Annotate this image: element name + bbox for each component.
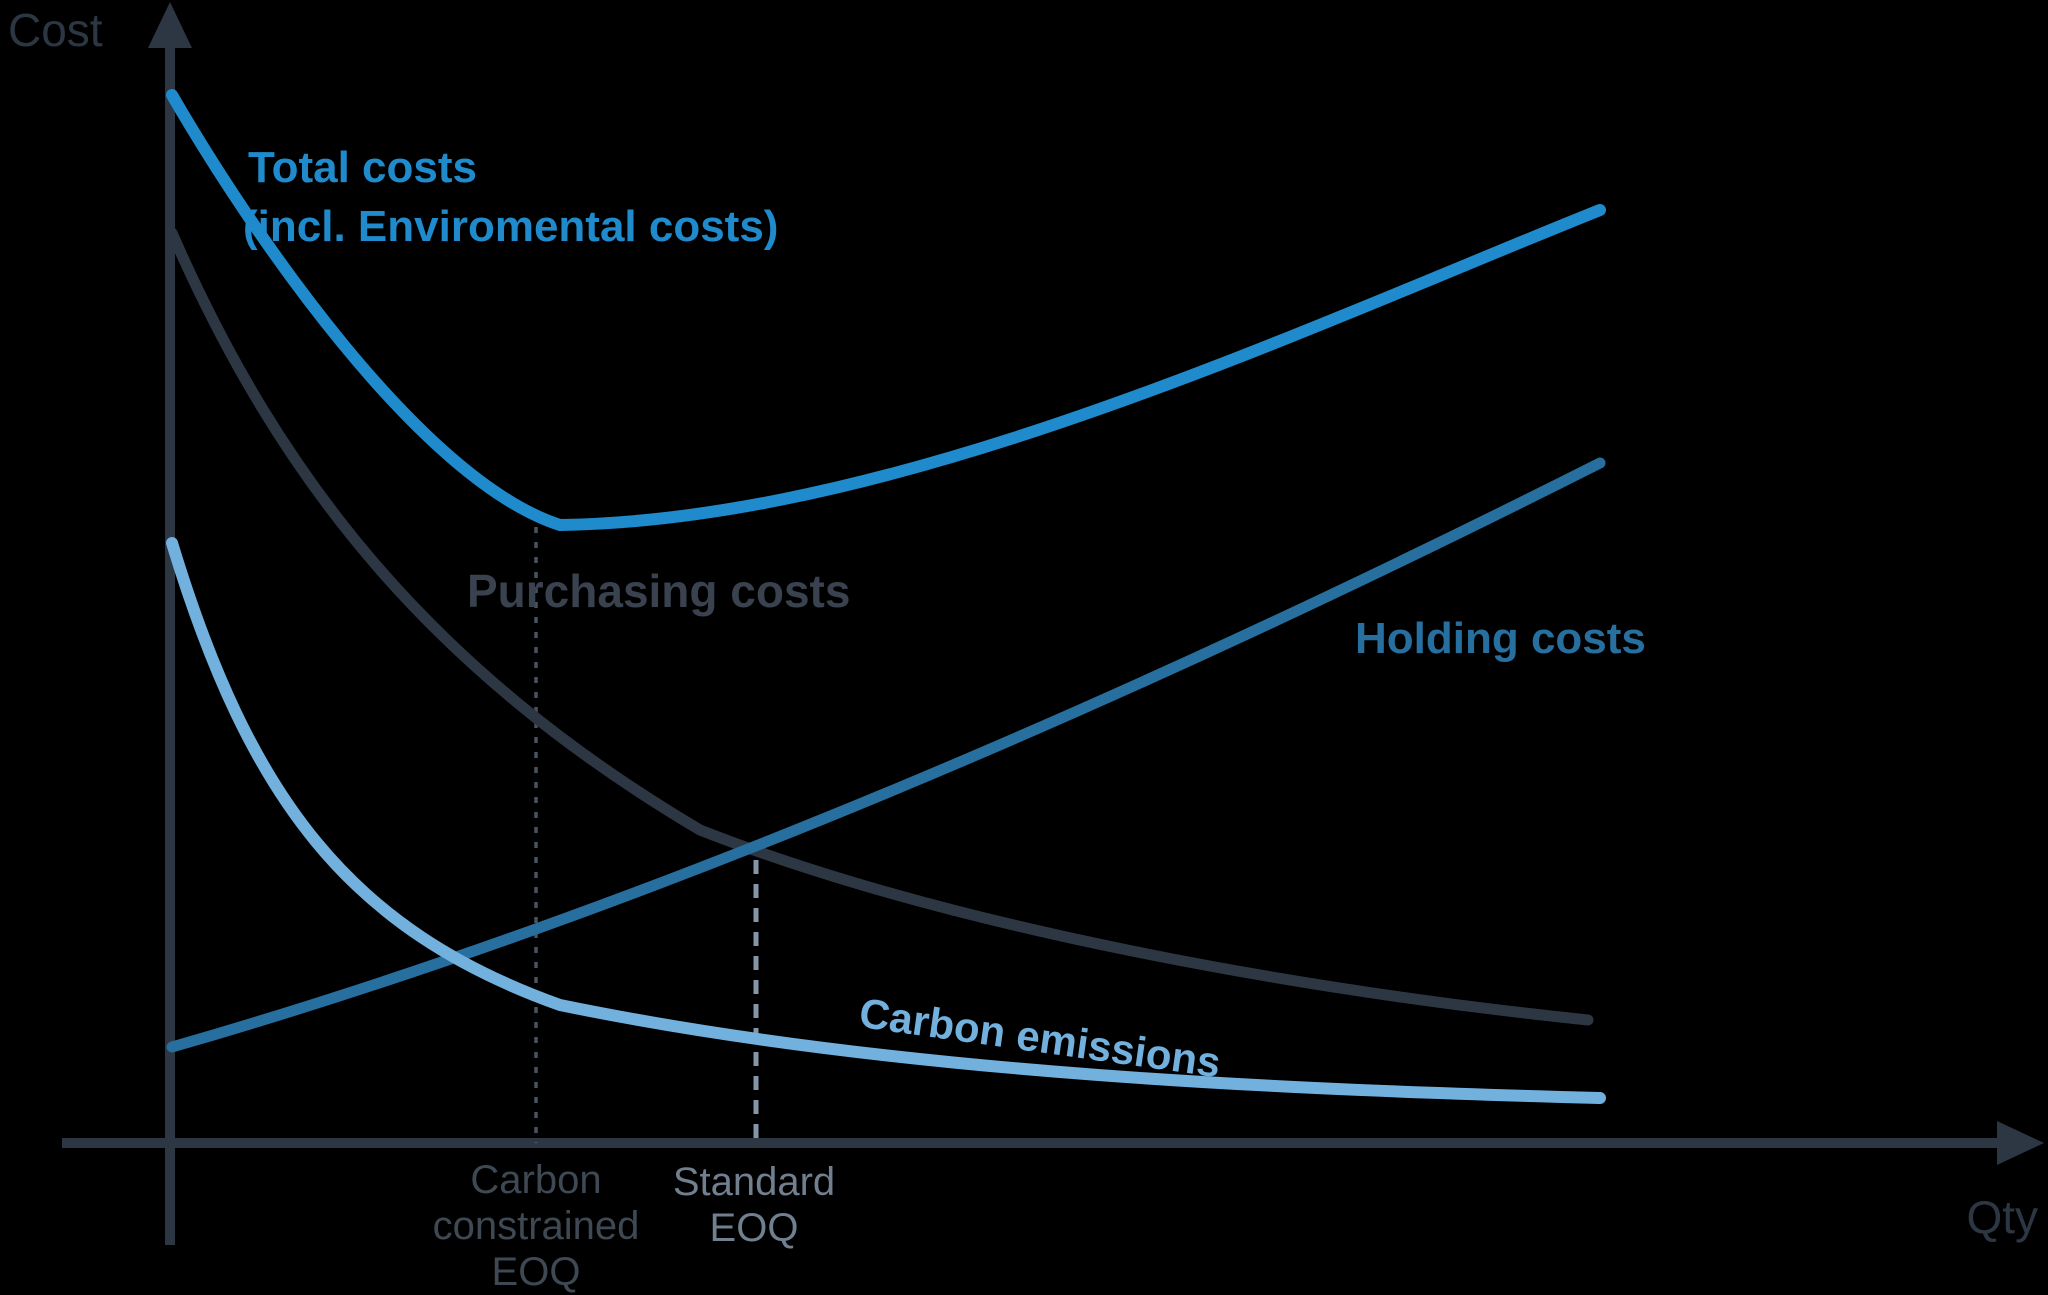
carbon-constrained-eoq-label-line1: Carbon — [470, 1158, 601, 1202]
total-costs-label-line2: (incl. Enviromental costs) — [243, 202, 778, 251]
cost-axis-label: Cost — [8, 4, 103, 56]
y-axis-arrow-icon — [148, 2, 192, 48]
carbon-emissions-curve — [166, 537, 1606, 1104]
standard-eoq-label-line1: Standard — [673, 1160, 835, 1204]
total-costs-curve — [166, 89, 1606, 531]
carbon-constrained-eoq-label-line3: EOQ — [492, 1250, 581, 1294]
purchasing-costs-curve — [166, 227, 1594, 1026]
qty-axis-label: Qty — [1966, 1191, 2038, 1243]
purchasing-costs-label: Purchasing costs — [467, 565, 850, 617]
holding-costs-curve — [166, 457, 1606, 1053]
holding-costs-label: Holding costs — [1355, 614, 1646, 663]
standard-eoq-label-line2: EOQ — [710, 1206, 799, 1250]
carbon-constrained-eoq-label-line2: constrained — [433, 1204, 640, 1248]
x-axis-arrow-icon — [1997, 1121, 2044, 1165]
total-costs-label-line1: Total costs — [248, 143, 477, 192]
